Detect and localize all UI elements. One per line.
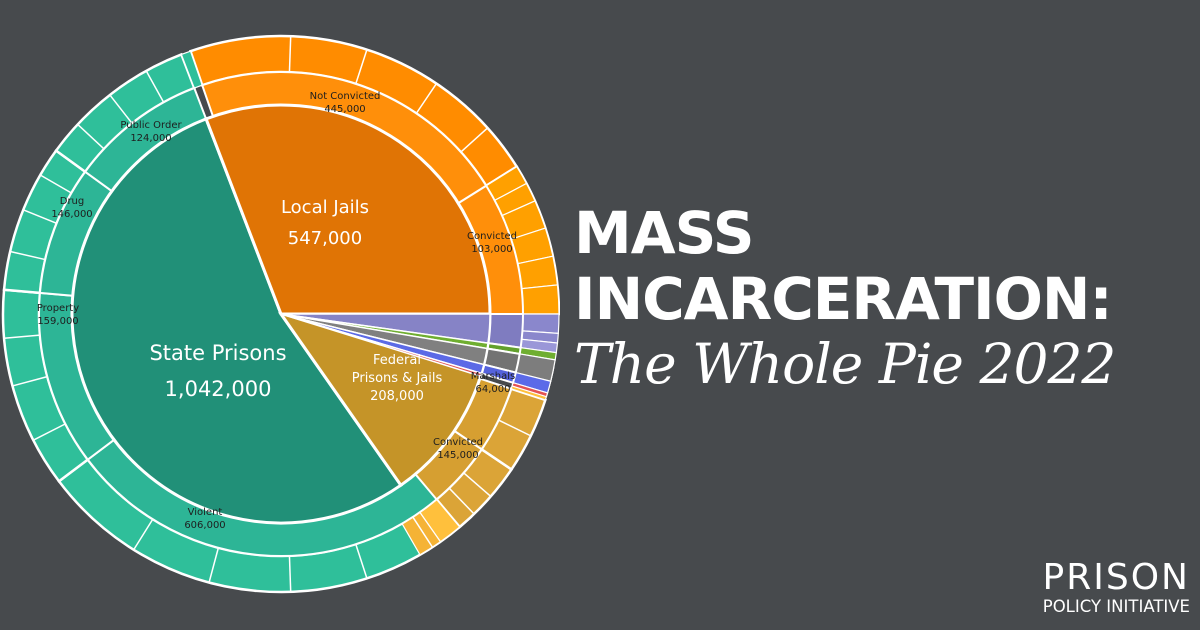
label-jl_notconv: Not Convicted 445,000: [310, 91, 381, 115]
pie-chart: State Prisons 1,042,000 Local Jails 547,000…: [1, 34, 560, 594]
label-jl_conv: Convicted 103,000: [467, 231, 517, 255]
outer-divider-line: [12, 375, 48, 387]
outer-divider-line: [288, 555, 292, 592]
outer-divider-line: [208, 547, 220, 583]
outer-divider-line: [463, 472, 492, 497]
outer-divider-line: [145, 70, 165, 103]
outer-minor-segment: [521, 284, 560, 315]
inner-minor-slice: [280, 313, 483, 378]
outer-divider-line: [355, 543, 368, 579]
inner-slice-jails: [204, 103, 492, 316]
outer-divider-line: [32, 423, 66, 441]
label-state-prisons: State Prisons 1,042,000: [149, 341, 286, 401]
title-block: MASS INCARCERATION: The Whole Pie 2022: [574, 199, 1116, 396]
outer-divider-line: [109, 94, 133, 124]
outer-divider-line: [22, 209, 57, 225]
outer-divider-line: [460, 127, 489, 153]
label-local-jails: Local Jails 547,000: [281, 197, 369, 249]
inner-slice-state: [70, 116, 403, 525]
outer-divider-line: [39, 174, 72, 194]
title-line-1: MASS: [574, 199, 755, 267]
label-fed_conv: Convicted 145,000: [433, 437, 483, 461]
outer-divider-line: [288, 36, 292, 73]
label-fed_marshals: Marshals 64,000: [471, 371, 516, 395]
label-st_public: Public Order 124,000: [120, 120, 182, 144]
subtitle: The Whole Pie 2022: [574, 332, 1116, 396]
outer-divider-line: [355, 49, 368, 85]
prison-policy-initiative-logo: PRISON POLICY INITIATIVE: [1016, 560, 1190, 618]
outer-divider-line: [498, 419, 532, 437]
outer-minor-segment: [521, 313, 560, 335]
outer-divider-line: [9, 250, 46, 261]
outer-divider-line: [3, 334, 40, 339]
outer-divider-line: [77, 123, 105, 150]
middle-band: [486, 313, 525, 349]
label-st_drug: Drug 146,000: [51, 196, 92, 220]
outer-divider-line: [448, 487, 475, 515]
logo-top-text: PRISON: [1042, 557, 1190, 598]
logo-bottom-text: POLICY INITIATIVE: [1042, 597, 1190, 616]
label-st_violent: Violent 606,000: [184, 507, 225, 531]
title-line-2: INCARCERATION:: [574, 265, 1113, 333]
outer-divider-line: [415, 83, 438, 114]
label-st_property: Property 159,000: [37, 303, 79, 327]
outer-divider-line: [133, 518, 154, 551]
outer-divider-line: [412, 516, 434, 548]
label-federal: Federal Prisons & Jails 208,000: [352, 353, 443, 404]
